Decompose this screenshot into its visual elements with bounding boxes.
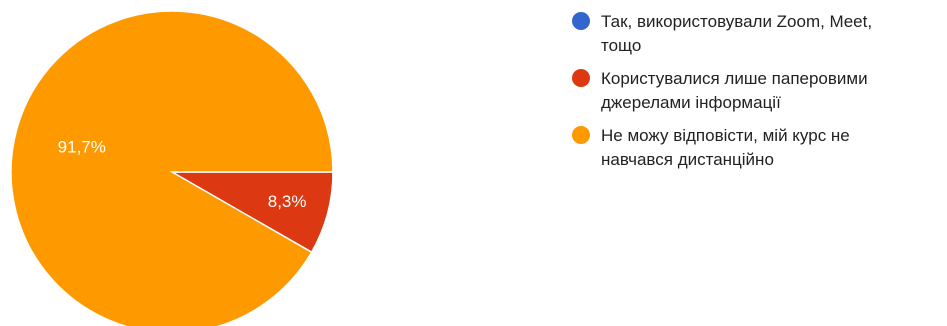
legend-dot-blue xyxy=(572,12,590,30)
pie-slice-2[interactable] xyxy=(10,10,334,326)
legend-item-cannot-answer[interactable]: Не можу відповісти, мій курс не навчався… xyxy=(572,124,942,172)
legend-item-zoom-meet[interactable]: Так, використовували Zoom, Meet, тощо xyxy=(572,10,942,58)
legend-item-paper-sources[interactable]: Користувалися лише паперовими джерелами … xyxy=(572,67,942,115)
legend-label: Не можу відповісти, мій курс не навчався… xyxy=(601,126,850,169)
pie-slice-label-1: 8,3% xyxy=(268,192,307,211)
legend-dot-red xyxy=(572,69,590,87)
pie-slice-label-2: 91,7% xyxy=(58,137,106,156)
legend-label: Користувалися лише паперовими джерелами … xyxy=(601,69,868,112)
legend-dot-orange xyxy=(572,126,590,144)
legend: Так, використовували Zoom, Meet, тощо Ко… xyxy=(572,10,942,181)
legend-label: Так, використовували Zoom, Meet, тощо xyxy=(601,12,873,55)
